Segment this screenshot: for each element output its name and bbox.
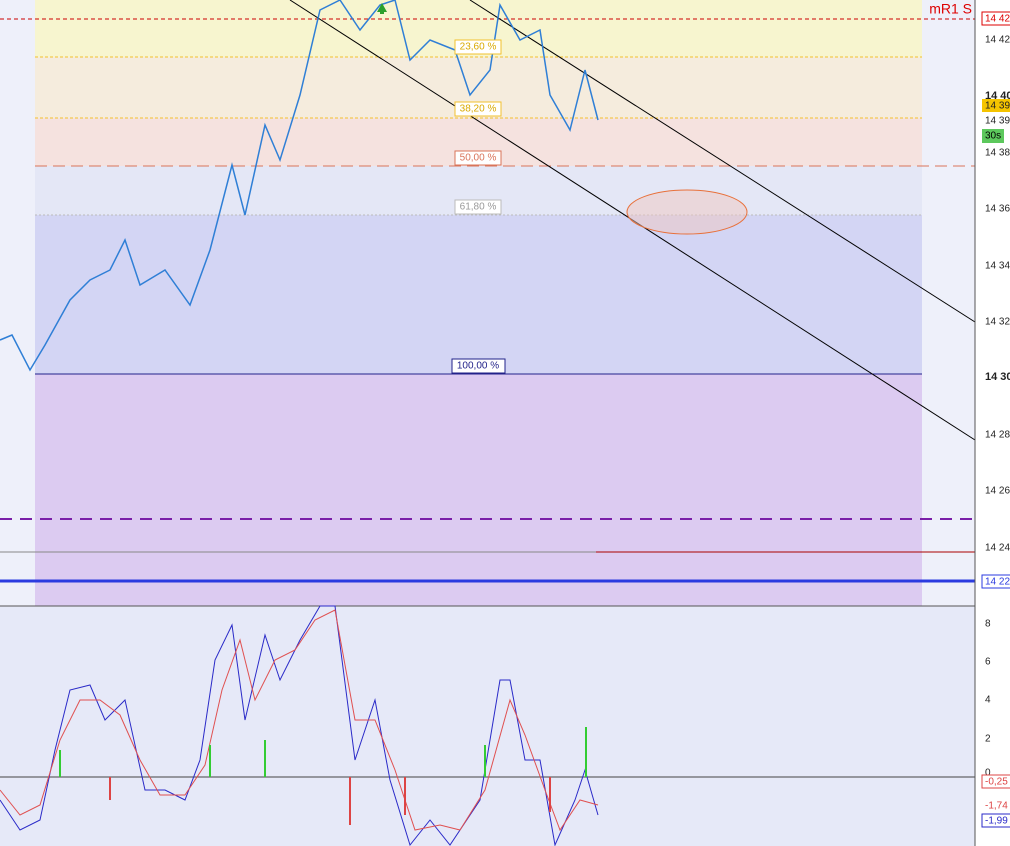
fib-label-box <box>454 101 502 117</box>
indicator-name: mR1 S <box>929 1 972 17</box>
fib-label-box <box>454 39 502 55</box>
price-path <box>0 0 599 372</box>
price-label: 14 420 <box>985 35 1010 46</box>
signal-arrow <box>377 3 387 14</box>
price-label: 14 30 <box>985 371 1010 383</box>
timer-tag <box>982 129 1004 143</box>
oscillator-label: -1,74 <box>985 801 1008 812</box>
price-tag <box>981 11 1010 26</box>
oscillator-label: 4 <box>985 695 991 706</box>
oscillator-panel <box>0 606 975 846</box>
oscillator-axis-labels: 8 6 4 2 0 -0,25 -1,74 -1,99 <box>981 619 1010 828</box>
fib-label: 100,00 % <box>457 361 499 372</box>
oscillator-label: 8 <box>985 619 991 630</box>
fib-zone <box>35 215 922 374</box>
price-tag <box>982 99 1010 112</box>
price-label: 14 36 <box>985 204 1010 215</box>
oscillator-label: 2 <box>985 734 991 745</box>
target-ellipse <box>626 189 748 235</box>
oscillator-label: -1,99 <box>985 816 1008 827</box>
fib-label: 61,80 % <box>460 202 497 213</box>
fib-label: 50,00 % <box>460 153 497 164</box>
price-label: 14 42 <box>985 14 1010 25</box>
histogram <box>59 727 587 825</box>
oscillator-label: 0 <box>985 768 991 779</box>
value-tag <box>981 774 1010 789</box>
price-tag <box>981 574 1010 589</box>
oscillator-label: -0,25 <box>985 777 1008 788</box>
fib-label: 38,20 % <box>460 104 497 115</box>
value-tag <box>981 813 1010 828</box>
fib-label-box <box>454 199 502 215</box>
oscillator-label: 6 <box>985 657 991 668</box>
price-axis <box>975 0 1010 846</box>
price-axis-labels: 14 42 14 420 14 40 14 39 14 39 30s 14 38… <box>981 11 1010 589</box>
price-label: 14 228 <box>985 577 1010 588</box>
price-label: 14 32 <box>985 317 1010 328</box>
price-label: 14 34 <box>985 261 1010 272</box>
price-label: 14 26 <box>985 486 1010 497</box>
price-label: 14 24 <box>985 543 1010 554</box>
price-label: 14 28 <box>985 430 1010 441</box>
fib-label: 23,60 % <box>460 42 497 53</box>
price-label: 14 40 <box>985 90 1010 102</box>
price-label: 14 38 <box>985 148 1010 159</box>
trend-line <box>469 0 976 323</box>
oscillator-line <box>0 605 599 846</box>
fib-label-box <box>451 358 506 374</box>
timer-label: 30s <box>985 131 1001 142</box>
fib-zone <box>35 374 922 606</box>
fib-label-box <box>454 150 502 166</box>
price-label: 14 39 <box>985 101 1010 112</box>
fib-labels: 23,60 % 38,20 % 50,00 % 61,80 % 100,00 % <box>451 39 506 374</box>
signal-line <box>0 609 599 832</box>
price-label: 14 39 <box>985 116 1010 127</box>
